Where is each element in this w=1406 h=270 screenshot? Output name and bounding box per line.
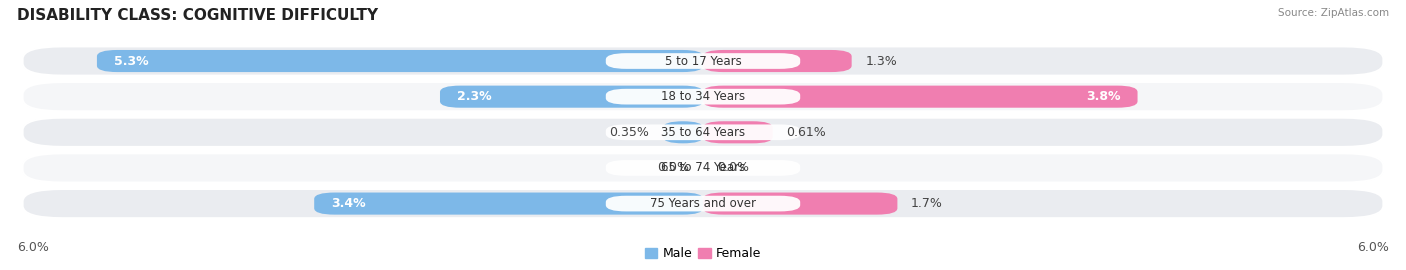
Text: 1.3%: 1.3% [865, 55, 897, 68]
Text: 5 to 17 Years: 5 to 17 Years [665, 55, 741, 68]
Text: 6.0%: 6.0% [17, 241, 49, 254]
FancyBboxPatch shape [22, 82, 1384, 111]
FancyBboxPatch shape [703, 121, 773, 143]
FancyBboxPatch shape [606, 124, 800, 140]
Text: Source: ZipAtlas.com: Source: ZipAtlas.com [1278, 8, 1389, 18]
FancyBboxPatch shape [703, 50, 852, 72]
FancyBboxPatch shape [703, 86, 1137, 108]
FancyBboxPatch shape [606, 89, 800, 104]
FancyBboxPatch shape [22, 118, 1384, 147]
FancyBboxPatch shape [606, 53, 800, 69]
Text: 75 Years and over: 75 Years and over [650, 197, 756, 210]
FancyBboxPatch shape [314, 193, 703, 215]
FancyBboxPatch shape [606, 196, 800, 211]
Text: 0.0%: 0.0% [657, 161, 689, 174]
Text: 35 to 64 Years: 35 to 64 Years [661, 126, 745, 139]
Text: 65 to 74 Years: 65 to 74 Years [661, 161, 745, 174]
Text: 1.7%: 1.7% [911, 197, 943, 210]
FancyBboxPatch shape [22, 46, 1384, 76]
Text: 0.0%: 0.0% [717, 161, 749, 174]
FancyBboxPatch shape [664, 121, 703, 143]
Text: 2.3%: 2.3% [457, 90, 492, 103]
Text: 0.61%: 0.61% [786, 126, 827, 139]
Text: 3.4%: 3.4% [332, 197, 366, 210]
FancyBboxPatch shape [703, 193, 897, 215]
FancyBboxPatch shape [97, 50, 703, 72]
FancyBboxPatch shape [440, 86, 703, 108]
Text: 6.0%: 6.0% [1357, 241, 1389, 254]
Text: 3.8%: 3.8% [1085, 90, 1121, 103]
Legend: Male, Female: Male, Female [640, 242, 766, 265]
Text: 18 to 34 Years: 18 to 34 Years [661, 90, 745, 103]
Text: 5.3%: 5.3% [114, 55, 149, 68]
Text: DISABILITY CLASS: COGNITIVE DIFFICULTY: DISABILITY CLASS: COGNITIVE DIFFICULTY [17, 8, 378, 23]
FancyBboxPatch shape [22, 189, 1384, 218]
Text: 0.35%: 0.35% [609, 126, 650, 139]
FancyBboxPatch shape [22, 153, 1384, 183]
FancyBboxPatch shape [606, 160, 800, 176]
